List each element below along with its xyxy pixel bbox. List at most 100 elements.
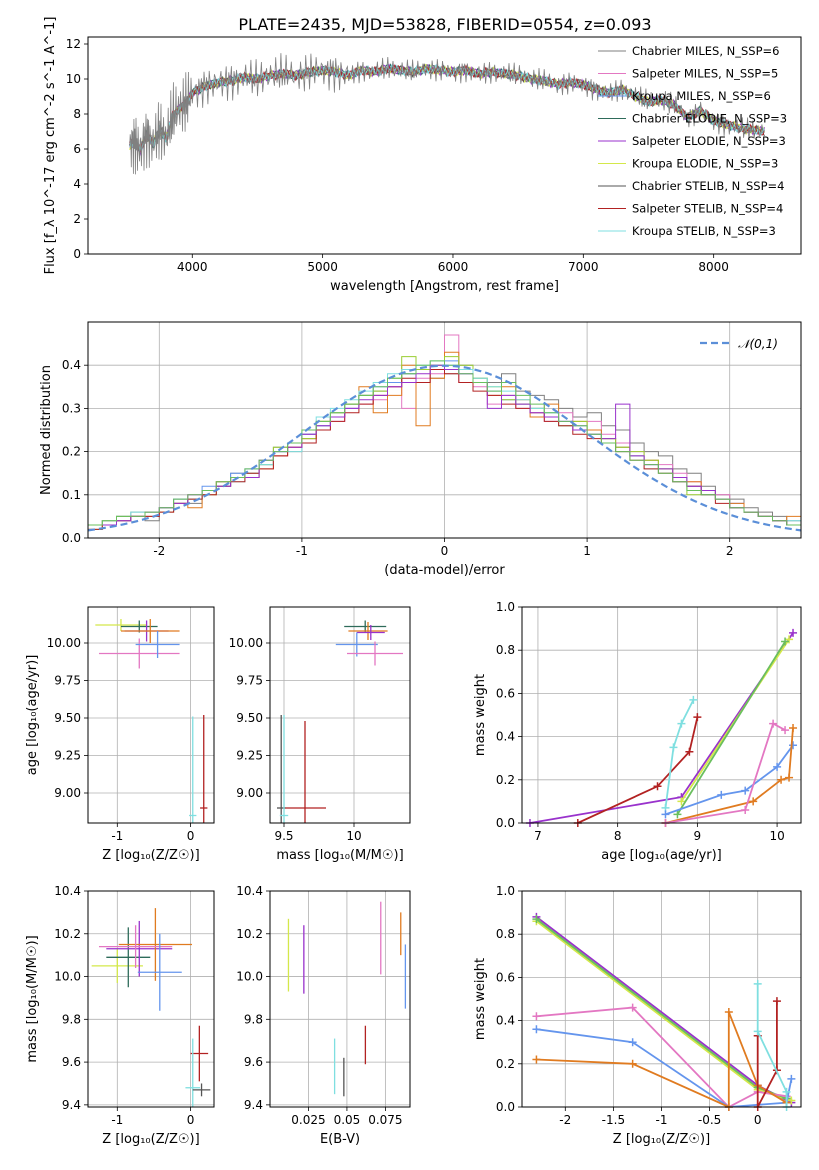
spectrum-ytick-label: 4	[73, 177, 81, 191]
mass-weight-line	[665, 722, 786, 823]
mass_vs_ebv-ytick-label: 10.0	[236, 970, 263, 984]
age_vs_mass-xtick-label: 10	[346, 829, 361, 843]
mass_vs_Z-xlabel: Z [log₁₀(Z/Z☉)]	[102, 1132, 199, 1147]
mass-weight-line	[577, 716, 699, 823]
massweight_vs_Z-xtick-label: 0	[754, 1113, 762, 1127]
mass-weight-marker	[677, 719, 686, 728]
massweight_vs_age-ylabel: mass weight	[473, 674, 488, 756]
mass-weight-marker	[773, 762, 782, 771]
mass-weight-line	[664, 699, 695, 809]
age_vs_mass-xtick-label: 9.5	[274, 829, 293, 843]
mass-weight-marker	[741, 806, 750, 815]
mass-weight-marker	[772, 997, 781, 1006]
mass-weight-marker	[532, 915, 541, 924]
mass-weight-marker	[724, 1007, 733, 1016]
mass_vs_ebv-xtick-label: 0.075	[368, 1113, 402, 1127]
spectrum-ytick-label: 0	[73, 247, 81, 261]
spectrum-xtick-label: 8000	[698, 260, 729, 274]
age_vs_mass-panel	[266, 607, 410, 827]
mass_vs_Z-ytick-label: 10.0	[54, 970, 81, 984]
residuals-xtick-label: 0	[441, 544, 449, 558]
mass-weight-line	[676, 641, 786, 815]
massweight_vs_age-frame	[521, 606, 802, 824]
age_vs_Z-frame	[87, 606, 215, 824]
spectrum-frame	[87, 36, 802, 255]
age_vs_mass-ytick-label: 9.00	[236, 786, 263, 800]
age_vs_Z-ytick-label: 10.00	[47, 636, 81, 650]
legend-label: Chabrier MILES, N_SSP=6	[632, 44, 779, 58]
residuals-frame	[87, 321, 802, 539]
spectrum-ytick-label: 6	[73, 142, 81, 156]
age_vs_Z-panel	[84, 607, 214, 827]
observed-spectrum-line	[129, 53, 765, 175]
age_vs_mass-ytick-label: 9.25	[236, 749, 263, 763]
mass-weight-marker	[693, 713, 702, 722]
mass_vs_ebv-ytick-label: 9.6	[244, 1055, 263, 1069]
mass_vs_Z-xtick-label: -1	[111, 1113, 123, 1127]
legend-label: 𝒩(0,1)	[738, 337, 778, 351]
residuals-ytick-label: 0.1	[62, 488, 81, 502]
legend-label: Kroupa STELIB, N_SSP=3	[632, 224, 776, 238]
mass-weight-marker	[781, 726, 790, 735]
mass_vs_Z-ytick-label: 9.4	[62, 1098, 81, 1112]
massweight_vs_Z-ytick-label: 0.4	[496, 1014, 515, 1028]
residuals-xtick-label: 1	[583, 544, 591, 558]
massweight_vs_Z-ytick-label: 0.8	[496, 927, 515, 941]
mass-weight-line	[529, 632, 794, 823]
mass-weight-marker	[785, 773, 794, 782]
spectrum-ylabel: Flux [f_λ 10^-17 erg cm^-2 s^-1 A^-1]	[43, 17, 58, 275]
legend-label: Kroupa MILES, N_SSP=6	[632, 89, 771, 103]
massweight_vs_Z-xtick-label: -0.5	[698, 1113, 721, 1127]
massweight_vs_age-xtick-label: 10	[769, 829, 784, 843]
mass_vs_Z-panel	[84, 890, 214, 1111]
residuals-ytick-label: 0.0	[62, 531, 81, 545]
spectrum-xlabel: wavelength [Angstrom, rest frame]	[330, 279, 559, 294]
massweight_vs_age-ytick-label: 0.6	[496, 686, 515, 700]
mass-weight-marker	[777, 775, 786, 784]
mass-weight-marker	[628, 1003, 637, 1012]
mass-weight-marker	[741, 786, 750, 795]
spectrum-ytick-label: 10	[66, 72, 81, 86]
age_vs_mass-xlabel: mass [log₁₀(M/M☉)]	[276, 848, 403, 863]
massweight_vs_age-ytick-label: 0.4	[496, 730, 515, 744]
mass-weight-marker	[769, 719, 778, 728]
age_vs_Z-xlabel: Z [log₁₀(Z/Z☉)]	[102, 848, 199, 863]
mass-weight-marker	[789, 628, 798, 637]
mass_vs_ebv-ytick-label: 10.4	[236, 884, 263, 898]
massweight_vs_Z-xtick-label: -1.5	[602, 1113, 625, 1127]
mass-weight-line	[536, 1006, 787, 1107]
mass-weight-marker	[628, 1059, 637, 1068]
massweight_vs_Z-ytick-label: 0.2	[496, 1057, 515, 1071]
mass-weight-marker	[673, 810, 682, 819]
massweight_vs_Z-ytick-label: 1.0	[496, 884, 515, 898]
legend-label: Salpeter STELIB, N_SSP=4	[632, 202, 783, 216]
age_vs_mass-frame	[269, 606, 411, 824]
mass-weight-marker	[669, 743, 678, 752]
mass_vs_ebv-frame	[269, 890, 411, 1108]
mass-weight-marker	[749, 797, 758, 806]
residuals-xtick-label: -1	[296, 544, 308, 558]
residuals-ytick-label: 0.2	[62, 445, 81, 459]
mass-weight-line	[665, 727, 794, 823]
spectrum-panel	[84, 43, 715, 258]
age_vs_Z-ytick-label: 9.00	[54, 786, 81, 800]
mass_vs_ebv-xtick-label: 0.025	[291, 1113, 325, 1127]
mass_vs_ebv-xtick-label: 0.05	[334, 1113, 361, 1127]
mass_vs_Z-ytick-label: 10.2	[54, 927, 81, 941]
mass-weight-marker	[753, 1027, 762, 1036]
spectrum-xtick-label: 5000	[307, 260, 338, 274]
mass-weight-marker	[789, 723, 798, 732]
massweight_vs_Z-ylabel: mass weight	[473, 958, 488, 1040]
mass-weight-marker	[685, 747, 694, 756]
age_vs_Z-xtick-label: -1	[111, 829, 123, 843]
mass-weight-line	[536, 1028, 793, 1107]
residuals-ytick-label: 0.3	[62, 401, 81, 415]
mass-weight-marker	[789, 741, 798, 750]
massweight_vs_age-ytick-label: 0.8	[496, 643, 515, 657]
mass-weight-marker	[532, 1012, 541, 1021]
residuals-xtick-label: 2	[726, 544, 734, 558]
massweight_vs_age-xtick-label: 7	[534, 829, 542, 843]
age_vs_mass-ytick-label: 9.50	[236, 711, 263, 725]
age_vs_Z-ylabel: age [log₁₀(age/yr)]	[25, 655, 40, 776]
